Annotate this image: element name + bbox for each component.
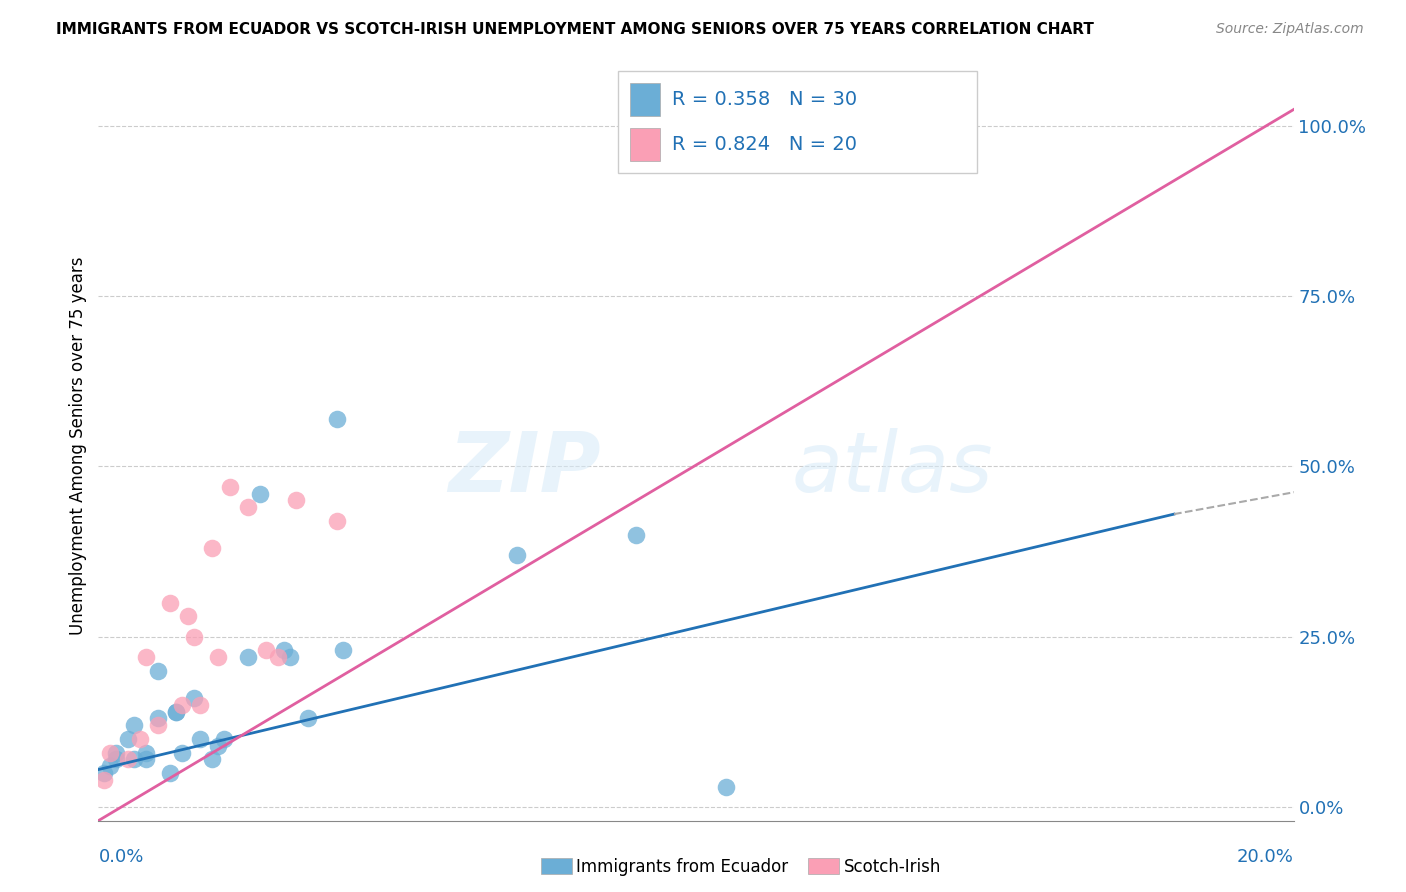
Text: Source: ZipAtlas.com: Source: ZipAtlas.com bbox=[1216, 22, 1364, 37]
Point bbox=[278, 650, 301, 665]
Point bbox=[124, 718, 146, 732]
Point bbox=[714, 780, 737, 794]
Text: 20.0%: 20.0% bbox=[1237, 848, 1294, 866]
Point bbox=[159, 596, 181, 610]
Point bbox=[201, 541, 224, 556]
Y-axis label: Unemployment Among Seniors over 75 years: Unemployment Among Seniors over 75 years bbox=[69, 257, 87, 635]
Point bbox=[129, 731, 152, 746]
Point bbox=[165, 705, 187, 719]
Point bbox=[148, 664, 170, 678]
Point bbox=[105, 752, 128, 766]
Point bbox=[207, 650, 229, 665]
Point bbox=[655, 112, 678, 126]
Text: 0.0%: 0.0% bbox=[98, 848, 143, 866]
Point bbox=[212, 731, 235, 746]
Point bbox=[98, 759, 122, 773]
Bar bbox=[619, 71, 977, 172]
Point bbox=[105, 746, 128, 760]
Text: R = 0.358   N = 30: R = 0.358 N = 30 bbox=[672, 90, 858, 109]
Point bbox=[207, 739, 229, 753]
Point bbox=[332, 643, 354, 657]
Text: IMMIGRANTS FROM ECUADOR VS SCOTCH-IRISH UNEMPLOYMENT AMONG SENIORS OVER 75 YEARS: IMMIGRANTS FROM ECUADOR VS SCOTCH-IRISH … bbox=[56, 22, 1094, 37]
Point bbox=[98, 746, 122, 760]
Point bbox=[183, 630, 205, 644]
Point bbox=[135, 746, 157, 760]
Point bbox=[188, 698, 211, 712]
Point bbox=[326, 514, 349, 528]
Point bbox=[254, 643, 277, 657]
Bar bbox=[630, 128, 661, 161]
Point bbox=[297, 711, 319, 725]
Point bbox=[183, 691, 205, 706]
Point bbox=[159, 766, 181, 780]
Text: R = 0.824   N = 20: R = 0.824 N = 20 bbox=[672, 135, 858, 154]
Point bbox=[219, 480, 242, 494]
Text: Immigrants from Ecuador: Immigrants from Ecuador bbox=[576, 858, 789, 876]
Point bbox=[188, 731, 211, 746]
Point bbox=[135, 650, 157, 665]
Point bbox=[236, 650, 259, 665]
Point bbox=[172, 746, 194, 760]
Point bbox=[284, 493, 307, 508]
Bar bbox=[630, 83, 661, 116]
Text: atlas: atlas bbox=[792, 428, 993, 509]
Point bbox=[236, 500, 259, 515]
Point bbox=[117, 752, 139, 766]
Point bbox=[626, 527, 648, 541]
Point bbox=[93, 766, 115, 780]
Point bbox=[273, 643, 295, 657]
Point bbox=[249, 486, 271, 500]
Text: Scotch-Irish: Scotch-Irish bbox=[844, 858, 941, 876]
Point bbox=[506, 548, 529, 562]
Point bbox=[135, 752, 157, 766]
Point bbox=[165, 705, 187, 719]
Text: ZIP: ZIP bbox=[447, 428, 600, 509]
Point bbox=[124, 752, 146, 766]
Point bbox=[148, 718, 170, 732]
Point bbox=[267, 650, 290, 665]
Point bbox=[177, 609, 200, 624]
Point bbox=[326, 411, 349, 425]
Point bbox=[93, 772, 115, 787]
Point bbox=[201, 752, 224, 766]
Point bbox=[172, 698, 194, 712]
Point bbox=[117, 731, 139, 746]
Point bbox=[148, 711, 170, 725]
